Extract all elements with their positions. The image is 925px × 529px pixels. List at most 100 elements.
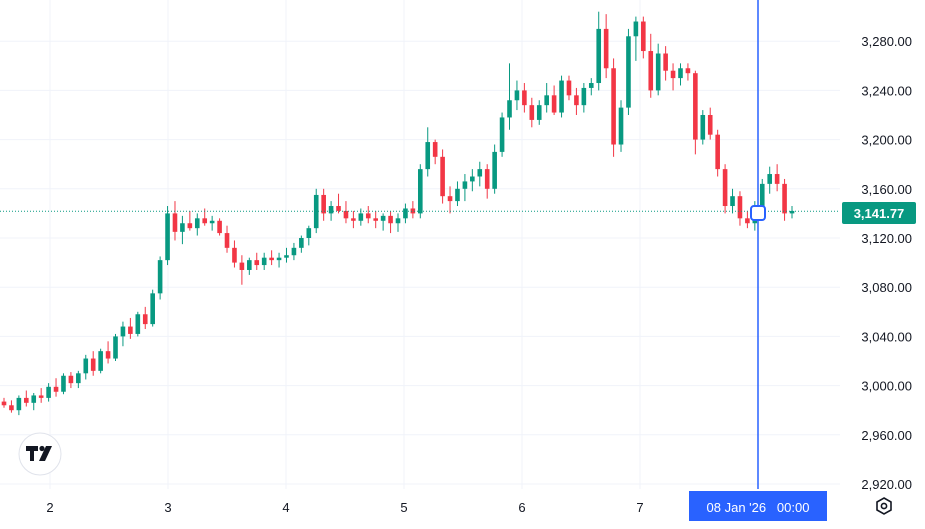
candle-body: [328, 206, 334, 214]
x-tick-label: 7: [636, 500, 643, 515]
candle-body: [76, 373, 81, 384]
candle-body: [135, 314, 141, 334]
candle-body: [536, 105, 542, 120]
candle-body: [276, 257, 282, 261]
candle-body: [544, 95, 549, 106]
candle-body: [767, 174, 773, 184]
candle-body: [351, 218, 356, 221]
tradingview-logo-icon[interactable]: [18, 432, 62, 476]
y-tick-label: 3,000.00: [861, 379, 912, 394]
last-price-label: 3,141.77: [854, 206, 905, 221]
x-tick-label: 5: [400, 500, 407, 515]
candle-body: [187, 223, 193, 229]
candle-body: [492, 151, 497, 189]
x-tick-label: 2: [46, 500, 53, 515]
candle-body: [31, 395, 37, 403]
y-tick-label: 3,240.00: [861, 83, 912, 98]
price-axis[interactable]: 2,920.00 2,960.00 3,000.00 3,040.00 3,080.00…: [861, 34, 912, 492]
candle-body: [254, 260, 260, 266]
crosshair-time-badge: 08 Jan '26 00:00: [689, 491, 827, 521]
candle-body: [685, 68, 691, 74]
candle-body: [715, 134, 720, 170]
candle-body: [239, 262, 245, 270]
candle-body: [321, 194, 326, 214]
candle-body: [53, 386, 59, 392]
candle-body: [700, 115, 706, 140]
candle-body: [98, 351, 103, 371]
candle-body: [626, 36, 631, 108]
candle-body: [224, 233, 230, 248]
candle-body: [380, 215, 386, 221]
x-tick-label: 3: [164, 500, 171, 515]
candle-body: [462, 181, 468, 189]
candle-body: [209, 220, 215, 224]
y-tick-label: 3,120.00: [861, 231, 912, 246]
candle-body: [559, 80, 564, 113]
candle-body: [16, 397, 22, 411]
candle-body: [722, 169, 728, 207]
candle-body: [261, 257, 267, 266]
settings-icon[interactable]: [876, 497, 892, 515]
candle-body: [113, 336, 118, 359]
candle-body: [670, 70, 676, 79]
candle-body: [551, 95, 557, 113]
candle-body: [23, 397, 29, 403]
candle-body: [1, 401, 7, 406]
y-tick-label: 3,200.00: [861, 133, 912, 148]
y-tick-label: 2,960.00: [861, 428, 912, 443]
crosshair-marker[interactable]: [750, 205, 766, 221]
candle-body: [425, 142, 431, 170]
candle-body: [514, 90, 520, 101]
candle-body: [9, 405, 14, 411]
candle-body: [46, 386, 51, 398]
candle-body: [313, 194, 319, 229]
x-tick-label: 6: [518, 500, 525, 515]
candle-body: [737, 196, 743, 219]
candle-body: [388, 215, 393, 224]
candle-body: [417, 169, 423, 214]
y-tick-label: 3,280.00: [861, 34, 912, 49]
candle-body: [655, 53, 661, 91]
candle-body: [336, 206, 341, 211]
candle-body: [38, 395, 44, 398]
candle-body: [507, 100, 512, 118]
candle-body: [693, 73, 698, 140]
candle-body: [707, 115, 713, 135]
y-tick-label: 3,040.00: [861, 329, 912, 344]
candle-body: [789, 210, 795, 214]
candle-body: [395, 218, 401, 224]
candle-body: [603, 28, 609, 69]
candle-body: [470, 176, 475, 182]
candle-body: [745, 218, 750, 224]
time-axis[interactable]: 2 3 4 5 6 7: [46, 500, 643, 515]
candle-body: [180, 223, 185, 232]
candle-body: [291, 247, 297, 256]
candle-body: [194, 218, 200, 229]
candle-body: [455, 188, 460, 202]
candle-body: [432, 142, 438, 157]
candle-body: [499, 117, 505, 152]
candle-body: [440, 156, 445, 197]
y-tick-label: 3,160.00: [861, 182, 912, 197]
candle-body: [61, 375, 66, 392]
candle-body: [730, 196, 735, 207]
candles: [1, 11, 795, 416]
candle-body: [648, 51, 654, 91]
candle-body: [365, 213, 371, 219]
candle-body: [232, 247, 237, 263]
candle-body: [588, 83, 594, 88]
candle-body: [150, 293, 155, 325]
candle-body: [157, 260, 163, 294]
candle-body: [611, 68, 616, 145]
candle-body: [165, 213, 170, 261]
candle-body: [202, 218, 208, 224]
grid: [0, 0, 840, 489]
candle-body: [247, 260, 252, 270]
candle-body: [581, 87, 587, 106]
candle-body: [358, 213, 364, 221]
candle-body: [284, 255, 289, 258]
candle-body: [373, 218, 379, 221]
candle-body: [128, 326, 133, 334]
candle-body: [68, 375, 74, 384]
